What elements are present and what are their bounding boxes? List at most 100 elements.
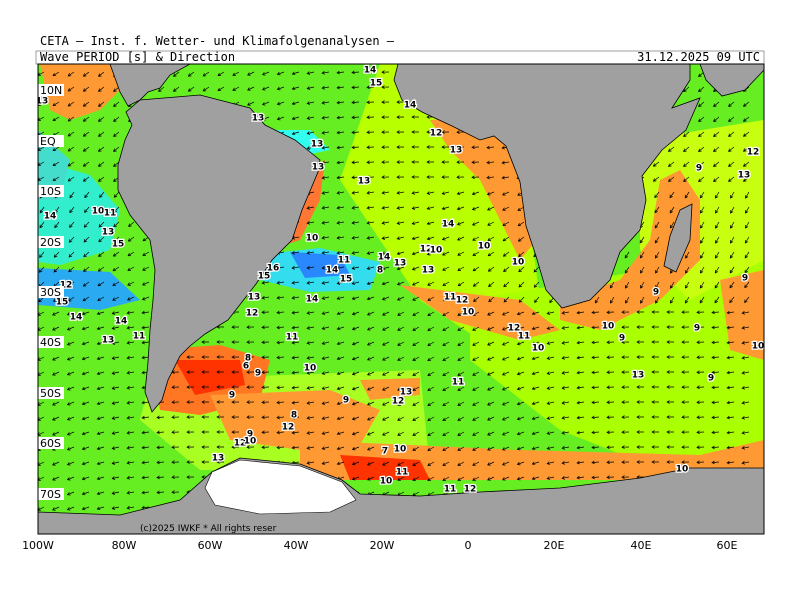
arrow — [621, 400, 630, 405]
arrow — [531, 401, 540, 406]
arrow — [321, 461, 330, 465]
arrow — [351, 401, 360, 406]
y-axis-label: 10N — [40, 84, 62, 97]
arrow — [681, 400, 690, 404]
arrow — [472, 281, 480, 287]
arrow — [591, 400, 600, 405]
arrow — [531, 461, 540, 466]
arrow — [696, 400, 705, 405]
arrow — [730, 206, 735, 214]
arrow — [561, 311, 570, 315]
arrow — [684, 296, 690, 304]
arrow — [729, 296, 735, 304]
arrow — [52, 116, 60, 122]
arrow — [381, 85, 390, 90]
arrow — [518, 266, 525, 273]
period-label: 13 — [312, 163, 325, 173]
arrow — [412, 461, 420, 466]
arrow — [501, 461, 510, 466]
arrow — [366, 70, 375, 75]
period-label: 9 — [229, 391, 235, 401]
arrow — [715, 206, 720, 214]
period-label: 9 — [343, 396, 349, 406]
arrow — [666, 370, 674, 374]
arrow — [201, 445, 209, 449]
arrow — [636, 355, 644, 359]
arrow — [396, 115, 405, 119]
arrow — [426, 175, 434, 179]
arrow — [382, 326, 390, 331]
valid-time: 31.12.2025 09 UTC — [637, 50, 760, 64]
arrow — [681, 415, 690, 419]
arrow — [366, 236, 375, 240]
arrow — [382, 356, 390, 361]
arrow — [351, 461, 360, 466]
arrow — [111, 356, 120, 360]
arrow — [321, 416, 330, 420]
arrow — [621, 355, 630, 360]
arrow — [591, 370, 600, 375]
y-label-bg — [38, 135, 64, 147]
arrow — [291, 296, 300, 300]
arrow — [670, 296, 675, 304]
arrow — [396, 266, 405, 271]
arrow — [111, 311, 120, 315]
arrow — [381, 70, 390, 75]
arrow — [291, 251, 300, 255]
period-label: 13 — [632, 371, 645, 381]
arrow — [696, 355, 705, 360]
arrow — [68, 251, 75, 258]
arrow — [68, 281, 75, 287]
arrow — [382, 371, 390, 376]
period-label: 10 — [394, 445, 407, 455]
arrow — [576, 430, 585, 435]
x-axis-label: 60E — [717, 539, 738, 552]
arrow — [96, 446, 105, 451]
period-label: 13 — [102, 228, 115, 238]
arrow — [366, 341, 375, 346]
arrow — [741, 431, 750, 435]
arrow — [52, 401, 60, 406]
arrow — [486, 175, 495, 180]
arrow — [715, 221, 720, 229]
arrow — [82, 131, 90, 137]
arrow — [336, 145, 345, 150]
arrow — [336, 115, 345, 120]
arrow — [666, 355, 674, 359]
title: CETA — Inst. f. Wetter- und Klimafolgena… — [40, 34, 395, 48]
arrow — [156, 490, 165, 495]
arrow — [640, 296, 645, 304]
arrow — [276, 355, 285, 360]
arrow — [426, 221, 435, 226]
arrow — [321, 191, 330, 195]
arrow — [171, 415, 180, 420]
arrow — [261, 355, 270, 360]
arrow — [669, 191, 675, 199]
arrow — [396, 251, 405, 256]
arrow — [38, 506, 45, 511]
arrow — [112, 266, 120, 272]
arrow — [39, 206, 45, 214]
arrow — [126, 505, 135, 510]
arrow — [366, 386, 375, 391]
arrow — [591, 385, 600, 390]
arrow — [81, 311, 90, 316]
arrow — [306, 446, 315, 450]
arrow — [111, 326, 120, 330]
arrow — [606, 325, 615, 330]
arrow — [516, 371, 525, 376]
arrow — [321, 296, 330, 300]
arrow — [52, 176, 60, 182]
arrow — [745, 206, 750, 214]
arrow — [457, 401, 465, 406]
arrow — [336, 356, 345, 361]
arrow — [654, 236, 660, 244]
arrow — [441, 251, 450, 256]
arrow — [38, 101, 45, 106]
arrow — [472, 371, 480, 376]
arrow — [576, 385, 585, 390]
arrow — [472, 251, 480, 256]
arrow — [714, 296, 720, 304]
arrow — [366, 371, 375, 376]
arrow — [276, 340, 285, 345]
